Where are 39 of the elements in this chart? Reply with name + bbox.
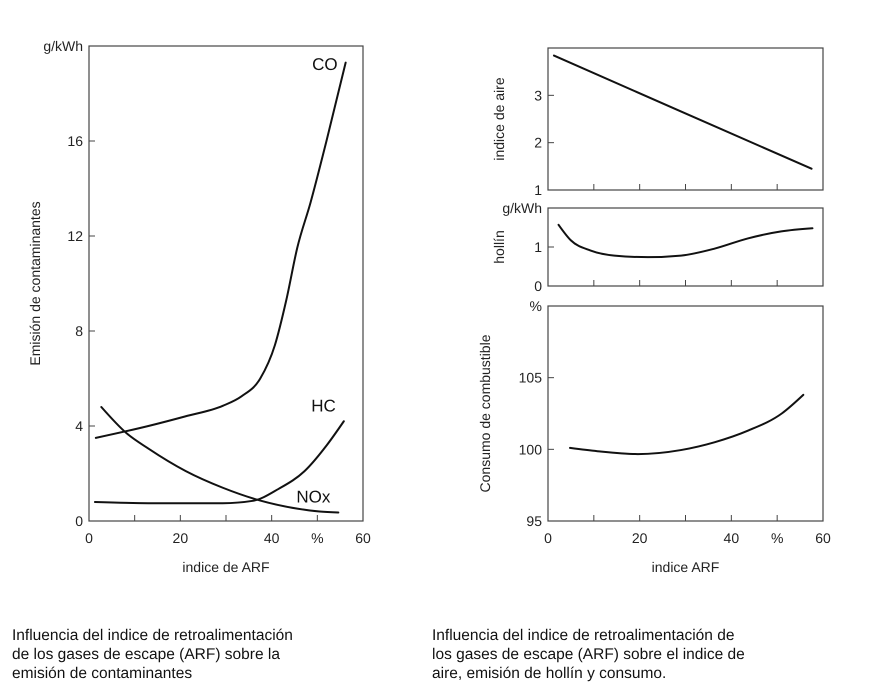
x-tick-label: 0 [85,530,94,546]
y-tick-label: g/kWh [43,38,83,54]
series-label: CO [312,55,338,74]
y-tick-label: g/kWh [502,200,542,216]
line-series [558,224,814,258]
x-tick-label: 40 [724,530,740,546]
text: Influencia del indice de retroalimentación de los gases de escape (ARF) sobre la emisión de contaminantes [12,627,293,682]
y-tick-label: 105 [518,370,542,386]
y-tick-label: 1 [534,182,542,198]
y-tick-label: 16 [67,133,84,149]
x-tick-label: 60 [355,530,371,546]
y-tick-label: 95 [526,513,542,529]
x-axis-title: indice ARF [652,559,720,575]
x-axis-title: indice de ARF [182,559,270,575]
x-tick-label: % [311,530,324,546]
series-label: NOx [296,487,331,506]
text: Influencia del indice de retroalimentación de los gases de escape (ARF) sobre el indice de aire, emisión de hollín y consumo. [432,627,745,682]
y-axis-title: Emisión de contaminantes [27,201,43,366]
x-tick-label: 20 [632,530,648,546]
x-tick-label: 40 [264,530,280,546]
x-tick-label: 0 [544,530,552,546]
series-label: HC [311,396,336,416]
y-tick-label: % [530,298,542,314]
y-tick-label: 3 [534,87,542,104]
y-axis-title: hollín [491,230,507,264]
x-tick-label: % [770,530,784,546]
y-tick-label: 0 [75,513,84,529]
y-axis-title: Consumo de combustible [477,334,493,492]
y-axis-title: indice de aire [491,77,507,161]
x-tick-label: 60 [815,530,831,546]
x-tick-label: 20 [172,530,188,546]
y-tick-label: 2 [534,134,542,151]
y-tick-label: 1 [534,239,542,255]
y-tick-label: 12 [67,228,84,244]
y-tick-label: 4 [75,418,84,434]
y-tick-label: 100 [518,441,542,458]
y-tick-label: 0 [534,278,542,294]
line-series [569,394,804,456]
y-tick-label: 8 [75,323,84,339]
